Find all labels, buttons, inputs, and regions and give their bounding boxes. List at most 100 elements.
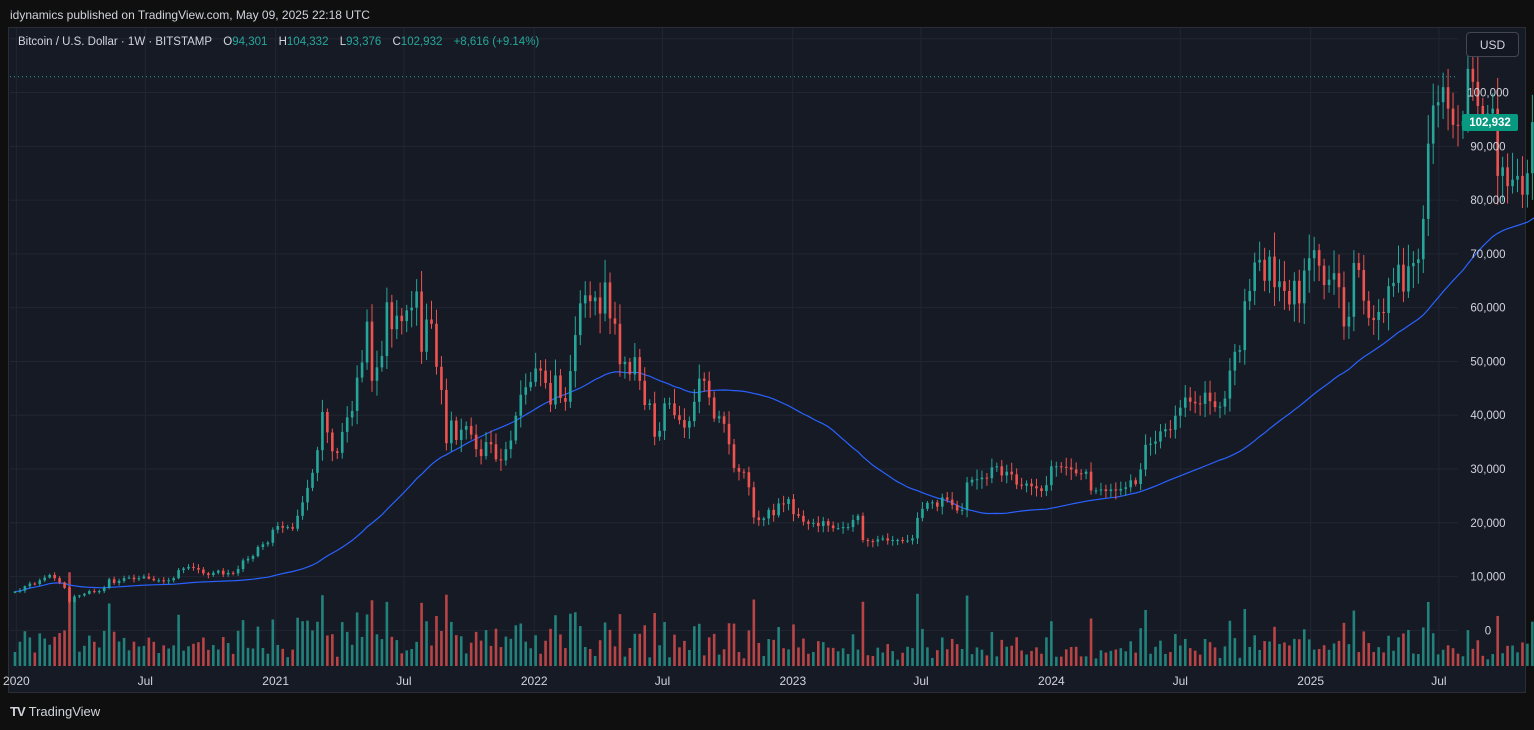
volume-bar xyxy=(33,652,37,666)
candle-up xyxy=(321,412,324,451)
volume-bar xyxy=(1213,647,1217,666)
chart-frame[interactable] xyxy=(8,27,1526,693)
volume-bar xyxy=(450,621,453,666)
candle-up xyxy=(1526,173,1529,195)
volume-bar xyxy=(167,648,170,666)
candle-up xyxy=(43,577,47,581)
candle-down xyxy=(861,515,865,540)
volume-bar xyxy=(479,640,483,666)
volume-bar xyxy=(603,622,607,666)
y-tick-label: 20,000 xyxy=(1470,518,1505,530)
volume-bar xyxy=(519,623,523,666)
candle-down xyxy=(792,499,795,515)
volume-bar xyxy=(509,638,513,666)
candle-up xyxy=(216,570,220,573)
volume-bar xyxy=(737,651,741,666)
volume-bar xyxy=(380,639,384,666)
volume-bar xyxy=(866,655,870,666)
volume-bar xyxy=(1010,645,1013,666)
volume-bar xyxy=(410,649,413,666)
candle-down xyxy=(489,442,493,445)
volume-bar xyxy=(1159,640,1162,666)
volume-bar xyxy=(301,621,304,666)
volume-bar xyxy=(88,635,91,666)
candle-up xyxy=(1387,286,1390,314)
candle-up xyxy=(995,466,999,468)
volume-bar xyxy=(623,656,627,666)
candle-down xyxy=(335,451,339,453)
volume-bar xyxy=(251,648,255,666)
candle-up xyxy=(187,566,190,569)
volume-bar xyxy=(871,656,875,666)
currency-button[interactable]: USD xyxy=(1466,32,1519,57)
volume-bar xyxy=(212,645,215,666)
volume-bar xyxy=(732,623,736,666)
candle-up xyxy=(1223,398,1227,407)
symbol-label[interactable]: Bitcoin / U.S. Dollar · 1W · BITSTAMP xyxy=(18,36,213,48)
volume-bar xyxy=(1312,649,1316,666)
candle-down xyxy=(1322,265,1326,286)
candle-down xyxy=(702,378,706,381)
volume-bar xyxy=(132,641,136,666)
volume-bar xyxy=(316,621,319,666)
candle-up xyxy=(1431,105,1435,144)
volume-bar xyxy=(246,647,250,666)
candle-up xyxy=(1149,443,1152,445)
candle-down xyxy=(1030,483,1033,487)
volume-bar xyxy=(162,645,166,666)
candle-down xyxy=(1208,392,1212,402)
candle-up xyxy=(534,368,537,382)
candle-up xyxy=(777,503,780,516)
volume-bar xyxy=(83,645,86,666)
candle-up xyxy=(663,403,666,431)
candle-up xyxy=(246,558,250,561)
volume-bar xyxy=(787,649,790,666)
volume-bar xyxy=(1238,657,1242,666)
volume-bar xyxy=(1357,652,1361,666)
candle-down xyxy=(479,449,483,457)
candle-down xyxy=(628,361,632,375)
candle-up xyxy=(519,394,523,416)
candle-up xyxy=(876,539,880,542)
volume-bar xyxy=(1268,641,1271,666)
candle-up xyxy=(28,583,32,587)
candle-down xyxy=(866,540,870,542)
volume-bar xyxy=(291,649,294,666)
candle-up xyxy=(261,544,265,547)
candle-down xyxy=(1456,124,1460,126)
candle-up xyxy=(83,593,86,596)
candle-up xyxy=(668,403,671,405)
volume-bar xyxy=(494,628,498,666)
candle-down xyxy=(985,477,989,479)
volume-bar xyxy=(722,649,726,666)
candle-up xyxy=(980,477,984,480)
volume-bar xyxy=(1327,649,1331,666)
volume-bar xyxy=(841,648,845,666)
candle-up xyxy=(960,509,964,511)
candle-down xyxy=(455,420,458,440)
volume-bar xyxy=(1243,609,1247,666)
candle-down xyxy=(1114,489,1118,491)
volume-bar xyxy=(182,650,185,666)
volume-bar xyxy=(1302,629,1306,666)
volume-bar xyxy=(1337,640,1341,666)
candle-down xyxy=(1362,270,1366,301)
candle-down xyxy=(162,580,166,582)
volume-bar xyxy=(539,653,542,666)
candle-up xyxy=(1327,279,1331,286)
tradingview-brand[interactable]: TV TradingView xyxy=(10,704,100,719)
candle-down xyxy=(722,416,726,424)
volume-bar xyxy=(311,630,314,666)
candle-down xyxy=(1064,466,1068,468)
candle-down xyxy=(712,397,716,419)
candle-up xyxy=(1466,68,1470,122)
candle-down xyxy=(1367,300,1371,318)
volume-bar xyxy=(1218,658,1222,666)
candle-down xyxy=(1089,471,1093,491)
candle-down xyxy=(221,570,225,575)
volume-bar xyxy=(985,655,989,666)
candle-up xyxy=(906,540,909,542)
candle-up xyxy=(38,580,42,585)
candle-up xyxy=(1109,489,1113,492)
